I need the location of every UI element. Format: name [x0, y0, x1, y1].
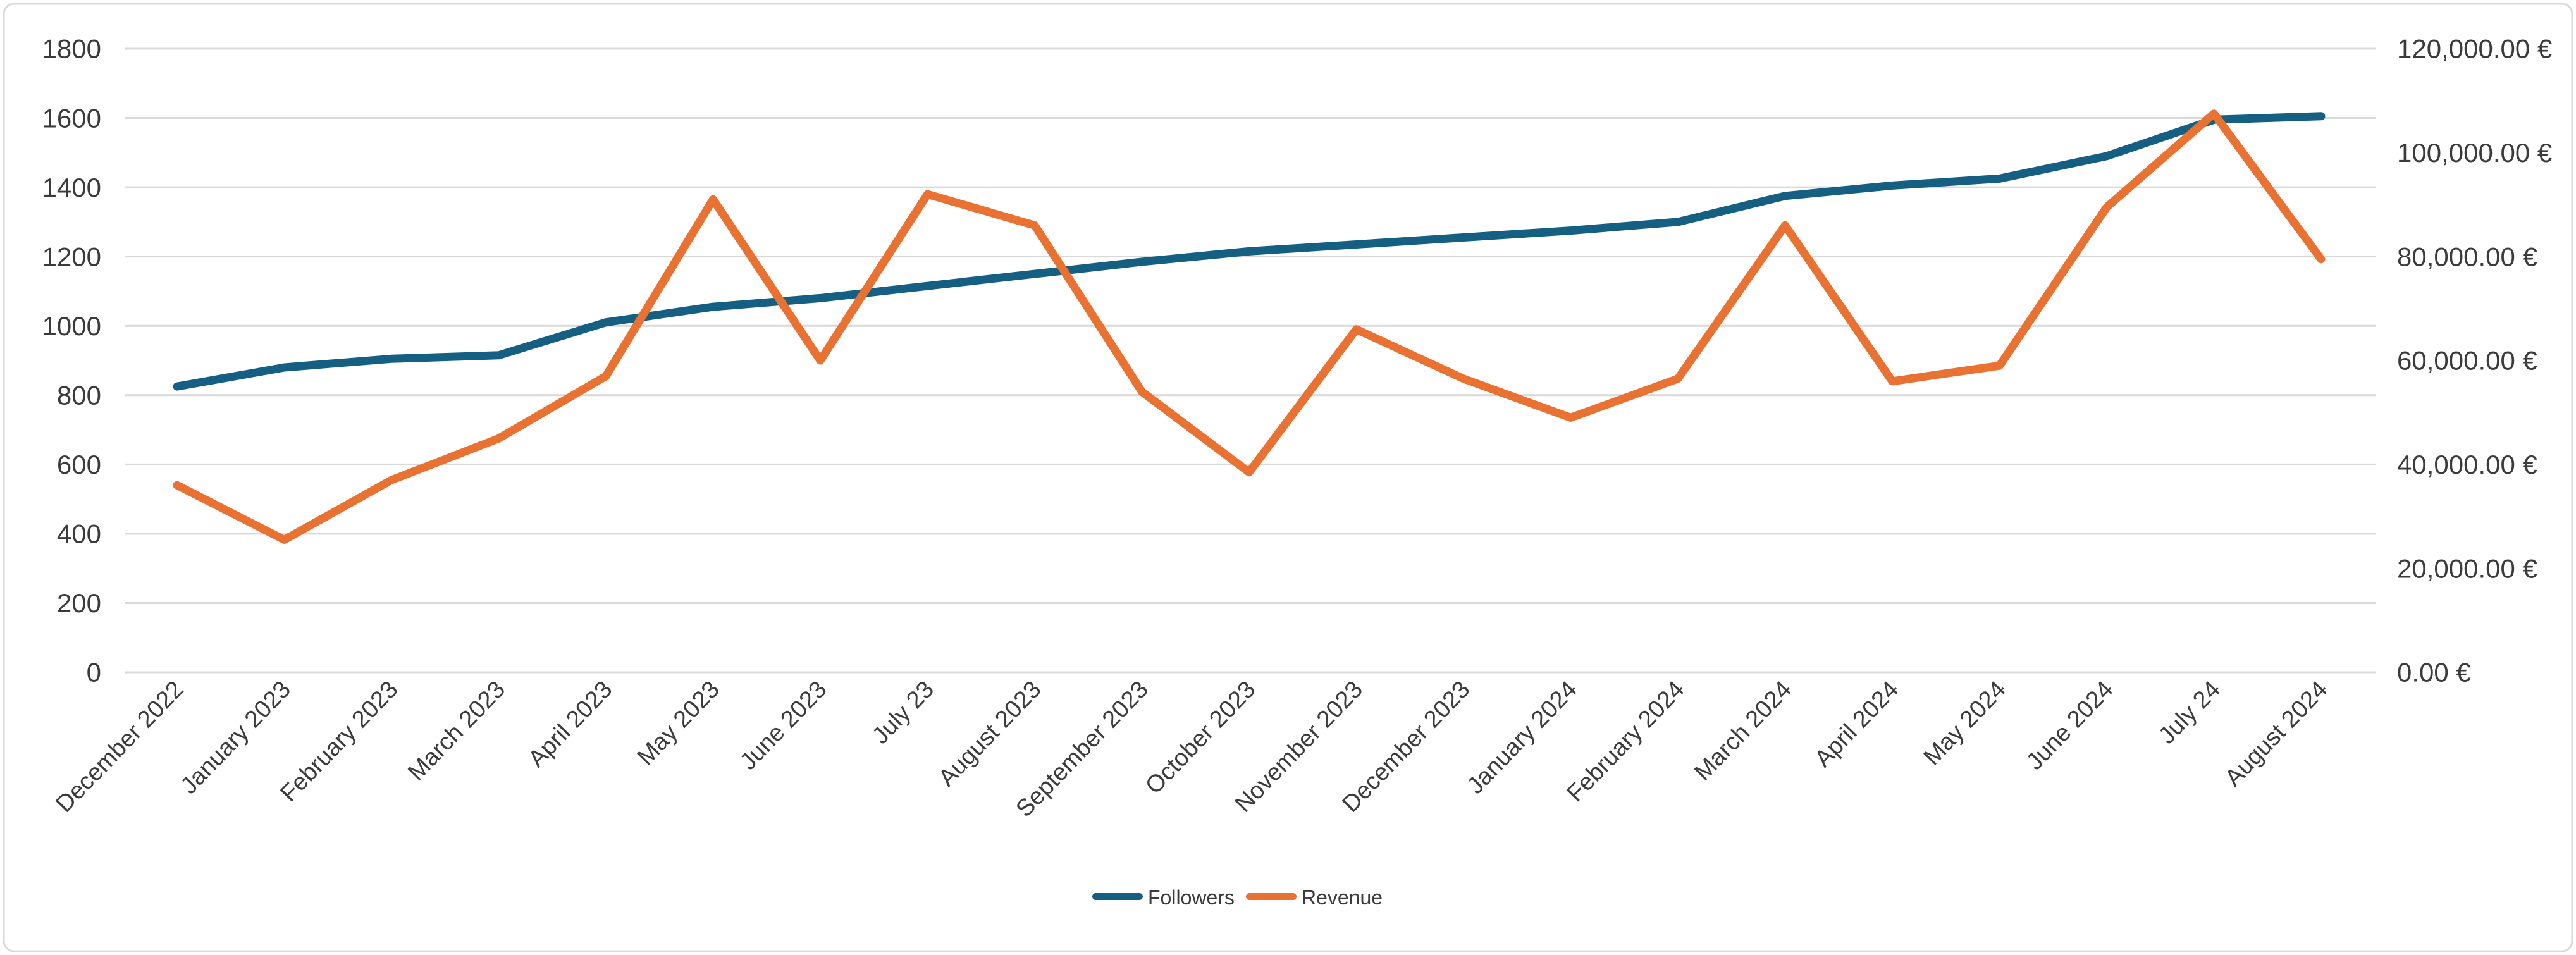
x-axis-label: June 2024	[2021, 676, 2119, 775]
x-axis-label: August 2023	[934, 676, 1046, 792]
y-left-tick-label: 400	[57, 519, 101, 549]
gridlines-layer	[125, 47, 2376, 674]
legend-followers-swatch	[1092, 893, 1143, 900]
x-axis-label: October 2023	[1140, 676, 1260, 799]
series-line-revenue	[173, 109, 2326, 544]
legend: Followers Revenue	[1092, 886, 1383, 909]
chart-border	[3, 3, 2573, 952]
y-right-tick-label: 80,000.00 €	[2397, 242, 2537, 271]
x-axis-label: August 2024	[2220, 676, 2333, 792]
y-right-tick-label: 60,000.00 €	[2397, 346, 2537, 376]
x-axis-label: March 2024	[1689, 676, 1797, 786]
y-left-tick-label: 1000	[42, 311, 101, 341]
y-left-tick-label: 600	[57, 450, 101, 479]
y-right-tick-label: 40,000.00 €	[2397, 450, 2537, 479]
x-axis-label: January 2023	[176, 676, 296, 799]
x-axis-label: June 2023	[735, 676, 832, 775]
y-right-tick-label: 20,000.00 €	[2397, 553, 2537, 583]
x-axis-label: July 23	[867, 676, 939, 749]
y-left-tick-label: 1600	[42, 103, 101, 133]
y-right-tick-label: 0.00 €	[2397, 658, 2471, 687]
legend-followers-label: Followers	[1148, 886, 1235, 909]
x-axis-label: March 2023	[403, 676, 510, 786]
y-left-tick-label: 0	[87, 658, 101, 687]
x-axis-label: January 2024	[1462, 676, 1582, 799]
y-axis-left-labels: 0 200 400 600 800 1000 1200 1400 1600 1800	[42, 34, 101, 687]
x-axis-label: December 2022	[51, 676, 188, 818]
x-axis-label: April 2023	[523, 676, 617, 772]
y-left-tick-label: 1400	[42, 173, 101, 202]
y-left-tick-label: 1200	[42, 242, 101, 271]
series-lines-layer	[173, 109, 2326, 544]
y-left-tick-label: 1800	[42, 34, 101, 64]
y-right-tick-label: 120,000.00 €	[2397, 34, 2552, 64]
x-axis-label: May 2023	[632, 676, 725, 770]
y-axis-right-labels: 0.00 € 20,000.00 € 40,000.00 € 60,000.00 € 8…	[2397, 34, 2552, 687]
x-axis-label: July 24	[2154, 676, 2226, 749]
x-axis-label: April 2024	[1809, 676, 1904, 772]
series-line-followers	[173, 112, 2326, 391]
x-axis-label: May 2024	[1919, 676, 2011, 770]
legend-revenue-label: Revenue	[1302, 886, 1383, 909]
y-left-tick-label: 800	[57, 380, 101, 410]
y-right-tick-label: 100,000.00 €	[2397, 138, 2552, 168]
legend-revenue-swatch	[1246, 893, 1297, 900]
y-left-tick-label: 200	[57, 588, 101, 618]
